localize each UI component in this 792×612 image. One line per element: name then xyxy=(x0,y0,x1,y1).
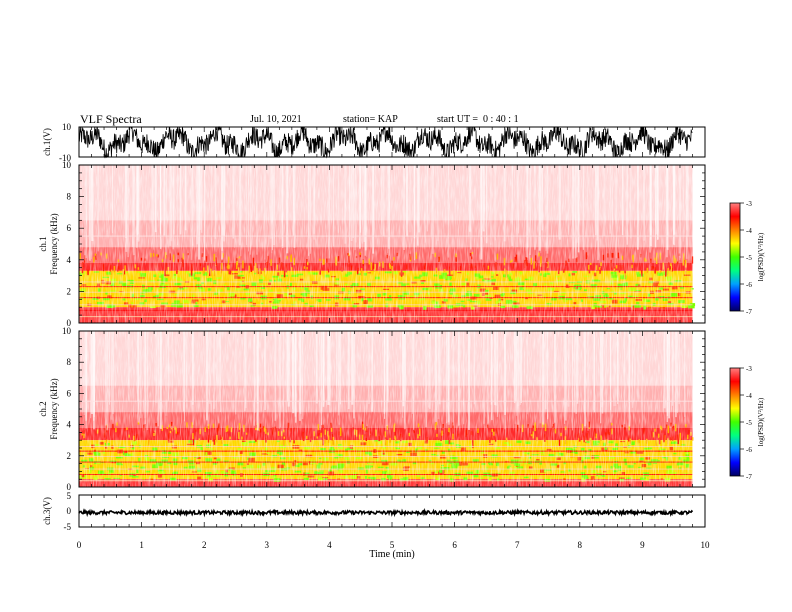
time-axis-label: Time (min) xyxy=(369,549,414,560)
ch1-spectrogram-panel: 0 2 4 6 8 10 ch.1 Frequency (kHz) -3 -4 -5 -6 -7 … xyxy=(38,160,765,328)
ch3-ylabel: ch.3(V) xyxy=(42,497,52,525)
ch1-spectrogram-image xyxy=(79,165,696,323)
y-tick-label: 2 xyxy=(67,451,72,461)
ch1-spectrogram-xticks xyxy=(78,165,706,323)
ch1-waveform-panel: 10 -10 ch.1(V) xyxy=(42,122,706,163)
y-tick-label: 10 xyxy=(62,326,72,336)
ch2-colorbar-ticks: -3 -4 -5 -6 -7 xyxy=(740,365,752,481)
ch1-channel-label: ch.1 xyxy=(38,236,48,251)
ch1-colorbar-ticks: -3 -4 -5 -6 -7 xyxy=(740,200,752,316)
y-tick-label: 10 xyxy=(62,160,72,170)
colorbar-tick-label: -7 xyxy=(746,473,752,481)
ch2-channel-label: ch.2 xyxy=(38,401,48,416)
ch1-colorbar: -3 -4 -5 -6 -7 log(PSD)(V²/Hz) xyxy=(729,200,765,316)
ch3-waveform-frame xyxy=(78,494,706,528)
time-axis-tick-label: 7 xyxy=(515,540,520,550)
time-axis-tick-label: 2 xyxy=(202,540,207,550)
y-tick-label: 6 xyxy=(67,388,72,398)
start-time-label: start UT = 0 : 40 : 1 xyxy=(437,114,519,125)
ch1-colorbar-scale xyxy=(729,202,741,312)
ch1-ytick-label: -10 xyxy=(59,153,71,163)
ch1-frequency-ylabel: Frequency (kHz) xyxy=(49,213,59,274)
ch2-spectrogram-image xyxy=(79,331,694,487)
y-tick-label: 4 xyxy=(67,420,72,430)
time-axis-tick-label: 8 xyxy=(578,540,583,550)
ch3-xticks xyxy=(78,495,706,527)
station-label: station= KAP xyxy=(343,114,398,125)
ch2-colorbar-scale xyxy=(729,367,741,477)
spectrogram-noise xyxy=(79,165,693,323)
time-axis-tick-labels: 0 1 2 3 4 5 6 7 8 9 10 xyxy=(77,540,710,550)
ch3-ytick-label: 0 xyxy=(67,506,72,516)
colorbar-tick-label: -3 xyxy=(746,365,752,373)
ch3-waveform-panel: 5 0 -5 ch.3(V) 0 1 2 3 4 5 6 7 8 9 10 Time (min) xyxy=(42,491,710,560)
time-axis-tick-label: 1 xyxy=(139,540,144,550)
time-axis-tick-label: 6 xyxy=(452,540,457,550)
colorbar-tick-label: -4 xyxy=(746,392,752,400)
ch2-frequency-ylabel: Frequency (kHz) xyxy=(49,378,59,439)
colorbar-tick-label: -7 xyxy=(746,308,752,316)
time-axis-tick-label: 0 xyxy=(77,540,82,550)
ch3-waveform-trace xyxy=(78,507,694,518)
ch2-spectrogram-xticks xyxy=(78,331,706,487)
y-tick-label: 4 xyxy=(67,255,72,265)
ch1-ylabel: ch.1(V) xyxy=(42,128,52,156)
y-tick-label: 8 xyxy=(67,192,72,202)
colorbar-tick-label: -4 xyxy=(746,227,752,235)
ch1-colorbar-label: log(PSD)(V²/Hz) xyxy=(757,232,765,281)
y-tick-label: 6 xyxy=(67,223,72,233)
ch2-spectrogram-panel: 0 2 4 6 8 10 ch.2 Frequency (kHz) -3 -4 -5 -6 -7 … xyxy=(38,326,765,492)
colorbar-tick-label: -6 xyxy=(746,281,752,289)
time-axis-tick-label: 3 xyxy=(265,540,270,550)
time-axis-tick-label: 10 xyxy=(701,540,711,550)
y-tick-label: 0 xyxy=(67,318,72,328)
ch3-ytick-label: -5 xyxy=(64,522,72,532)
colorbar-tick-label: -6 xyxy=(746,446,752,454)
ch2-spectrogram-yticks: 0 2 4 6 8 10 xyxy=(62,326,705,492)
y-tick-label: 2 xyxy=(67,286,72,296)
spectrogram-edge xyxy=(691,437,694,441)
ch3-ytick-label: 5 xyxy=(67,491,72,501)
time-axis-tick-label: 4 xyxy=(327,540,332,550)
colorbar-tick-label: -5 xyxy=(746,419,752,427)
ch1-waveform-trace xyxy=(78,125,693,159)
y-tick-label: 0 xyxy=(67,482,72,492)
ch1-xticks xyxy=(78,127,706,157)
spectrogram-noise xyxy=(79,331,693,487)
colorbar-tick-label: -5 xyxy=(746,254,752,262)
ch1-ytick-label: 10 xyxy=(62,122,72,132)
figure-title: VLF Spectra xyxy=(80,112,142,126)
y-tick-label: 8 xyxy=(67,357,72,367)
ch2-colorbar: -3 -4 -5 -6 -7 log(PSD)(V²/Hz) xyxy=(729,365,765,481)
time-axis-tick-label: 9 xyxy=(640,540,645,550)
ch2-colorbar-label: log(PSD)(V²/Hz) xyxy=(757,397,765,446)
spectrogram-speckle xyxy=(689,303,696,307)
ch1-spectrogram-yticks: 0 2 4 6 8 10 xyxy=(62,160,705,328)
time-axis-tick-label: 5 xyxy=(390,540,395,550)
date-label: Jul. 10, 2021 xyxy=(250,114,302,125)
colorbar-tick-label: -3 xyxy=(746,200,752,208)
